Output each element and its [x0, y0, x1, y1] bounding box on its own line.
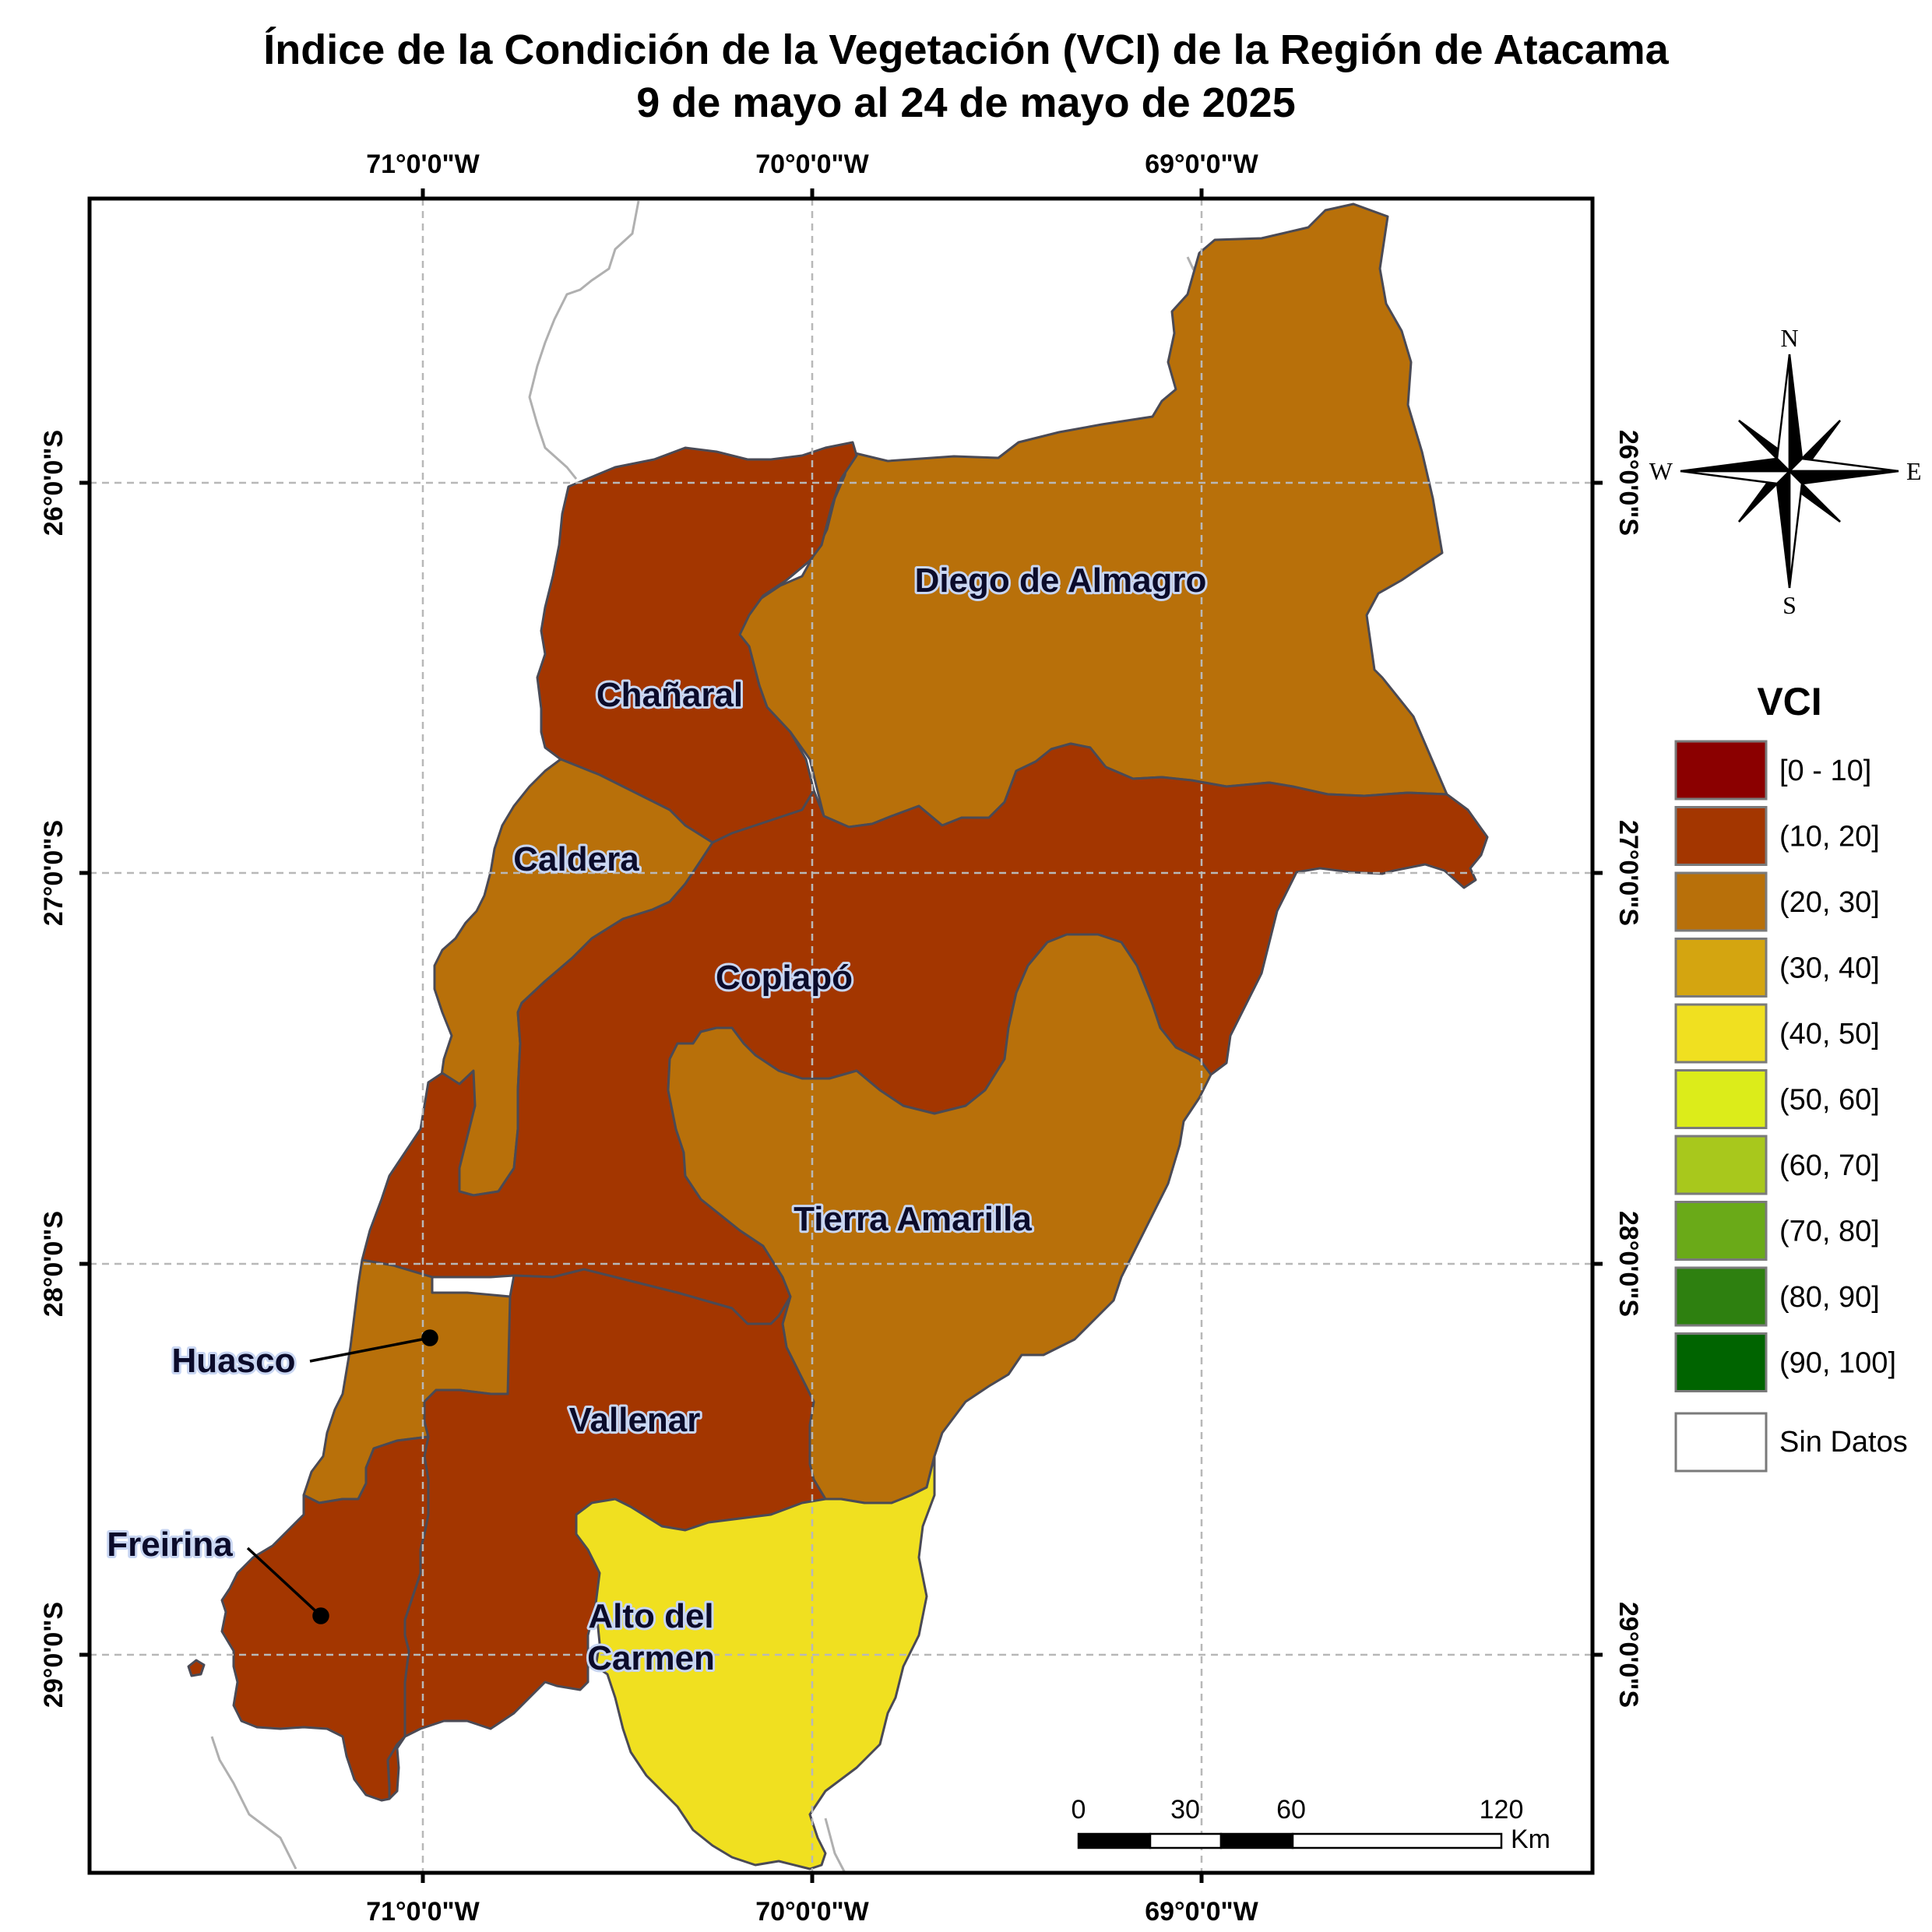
legend: VCI [0 - 10] (10, 20] (20, 30] (30, 40] (40,…	[1674, 680, 1908, 1473]
legend-label-1: (10, 20]	[1779, 821, 1880, 853]
legend-label-2: (20, 30]	[1779, 886, 1880, 919]
label-freirina: Freirina	[107, 1526, 233, 1564]
lon-label-bottom-71: 71°0'0"W	[366, 1897, 480, 1927]
label-huasco: Huasco	[172, 1342, 296, 1380]
map-title-line1: Índice de la Condición de la Vegetación …	[263, 26, 1669, 73]
legend-swatch-2	[1674, 871, 1768, 932]
compass-cardinal-points	[1680, 354, 1899, 589]
label-vallenar: Vallenar	[569, 1401, 701, 1439]
lat-label-right-29: 29°0'0"S	[1614, 1602, 1643, 1708]
legend-swatch-7	[1674, 1201, 1768, 1261]
compass-e-label: E	[1906, 457, 1922, 485]
huasco-leader	[309, 1336, 431, 1363]
legend-swatch-3	[1674, 938, 1768, 998]
commune-labels: Diego de Almagro Chañaral Caldera Copiap…	[104, 559, 1209, 1680]
lat-label-right-28: 28°0'0"S	[1614, 1211, 1643, 1317]
legend-swatch-4	[1674, 1003, 1768, 1064]
legend-label-8: (80, 90]	[1779, 1281, 1880, 1314]
lon-label-bottom-69: 69°0'0"W	[1145, 1897, 1258, 1927]
scale-unit: Km	[1511, 1825, 1550, 1854]
freirina-point	[312, 1607, 329, 1624]
lon-label-top-69: 69°0'0"W	[1145, 150, 1258, 179]
graticule-labels: 71°0'0"W 70°0'0"W 69°0'0"W 71°0'0"W 70°0…	[39, 150, 1643, 1927]
legend-label-7: (70, 80]	[1779, 1216, 1880, 1248]
compass-n-label: N	[1780, 324, 1798, 352]
lat-label-left-27: 27°0'0"S	[39, 820, 69, 926]
label-copiapo: Copiapó	[716, 959, 853, 997]
legend-label-sin-datos: Sin Datos	[1779, 1426, 1908, 1459]
legend-items: [0 - 10] (10, 20] (20, 30] (30, 40] (40, 50]…	[1674, 740, 1896, 1392]
legend-swatch-5	[1674, 1069, 1768, 1129]
lat-label-left-26: 26°0'0"S	[39, 430, 69, 536]
lat-label-left-29: 29°0'0"S	[39, 1602, 69, 1708]
legend-label-0: [0 - 10]	[1779, 755, 1871, 787]
lon-label-top-70: 70°0'0"W	[755, 150, 869, 179]
legend-swatch-8	[1674, 1266, 1768, 1327]
communes	[187, 202, 1489, 1870]
legend-label-5: (50, 60]	[1779, 1084, 1880, 1117]
legend-swatch-sin-datos	[1674, 1412, 1768, 1473]
legend-label-4: (40, 50]	[1779, 1018, 1880, 1050]
label-tierra-amarilla: Tierra Amarilla	[794, 1200, 1032, 1238]
scale-tick-0: 0	[1072, 1795, 1086, 1825]
label-alto-del-carmen-line1: Alto del	[588, 1597, 713, 1635]
lat-label-left-28: 28°0'0"S	[39, 1211, 69, 1317]
commune-polygon-tierra-amarilla[interactable]	[667, 933, 1212, 1504]
commune-islet	[187, 1659, 206, 1677]
scale-tick-30: 30	[1170, 1795, 1200, 1825]
label-diego-de-almagro: Diego de Almagro	[915, 561, 1207, 600]
southern-coastline	[210, 1736, 297, 1870]
legend-label-6: (60, 70]	[1779, 1149, 1880, 1182]
map-frame-border	[79, 188, 1603, 1883]
lon-label-top-71: 71°0'0"W	[366, 150, 480, 179]
scale-tick-60: 60	[1276, 1795, 1306, 1825]
map-title: Índice de la Condición de la Vegetación …	[0, 23, 1932, 129]
scale-tick-120: 120	[1480, 1795, 1524, 1825]
graticule	[90, 199, 1592, 1873]
legend-swatch-1	[1674, 806, 1768, 866]
compass-w-label: W	[1649, 457, 1673, 485]
southern-border-stub	[824, 1818, 846, 1874]
lon-label-bottom-70: 70°0'0"W	[755, 1897, 869, 1927]
compass-s-label: S	[1782, 591, 1797, 619]
scale-bar: 0 30 60 120 Km	[1072, 1795, 1550, 1854]
commune-polygon-alto-del-carmen[interactable]	[575, 1455, 936, 1870]
legend-swatch-6	[1674, 1135, 1768, 1195]
north-arrow: N S E W	[1649, 324, 1922, 619]
map-title-line2: 9 de mayo al 24 de mayo de 2025	[636, 79, 1296, 126]
freirina-leader	[246, 1547, 322, 1617]
leader-lines	[246, 1329, 438, 1624]
lat-label-right-26: 26°0'0"S	[1614, 430, 1643, 536]
label-alto-del-carmen-line2: Carmen	[587, 1639, 715, 1677]
neighbor-boundaries	[210, 200, 1208, 1874]
legend-label-9: (90, 100]	[1779, 1347, 1896, 1380]
legend-swatch-0	[1674, 740, 1768, 801]
legend-title: VCI	[1757, 680, 1821, 723]
huasco-point	[421, 1329, 438, 1346]
legend-label-3: (30, 40]	[1779, 952, 1880, 985]
northern-coastline	[528, 200, 640, 480]
label-caldera: Caldera	[513, 840, 639, 878]
legend-swatch-9	[1674, 1332, 1768, 1392]
lat-label-right-27: 27°0'0"S	[1614, 820, 1643, 926]
commune-polygon-chanaral[interactable]	[536, 441, 858, 844]
label-chanaral: Chañaral	[596, 676, 743, 714]
